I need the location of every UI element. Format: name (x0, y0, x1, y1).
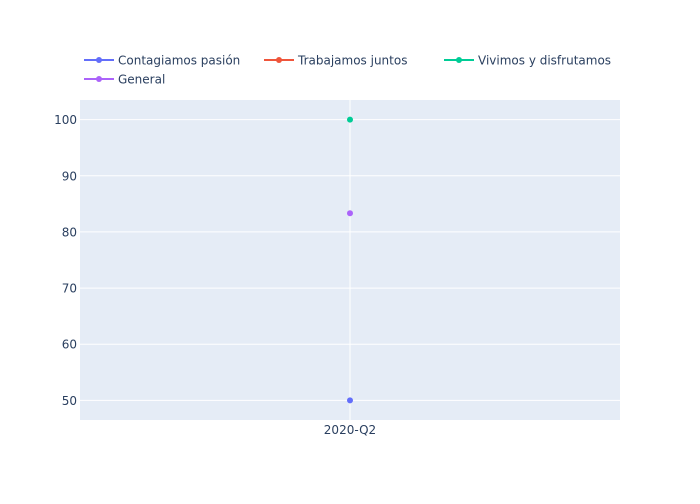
legend-marker-swatch (456, 57, 462, 63)
y-tick-label: 90 (62, 169, 77, 183)
y-tick-labels: 50 60 70 80 90 100 (54, 113, 77, 408)
legend-marker-swatch (96, 57, 102, 63)
legend-label: Trabajamos juntos (297, 54, 407, 68)
legend-marker-swatch (96, 76, 102, 82)
legend-item[interactable]: Contagiamos pasión (84, 54, 240, 68)
y-tick-label: 70 (62, 282, 77, 296)
series-point[interactable] (347, 210, 353, 217)
legend-item[interactable]: Vivimos y disfrutamos (444, 54, 611, 68)
series-layer (347, 116, 353, 404)
y-tick-label: 50 (62, 394, 77, 408)
legend[interactable]: Contagiamos pasión Trabajamos juntos Vivim… (84, 54, 611, 87)
y-tick-label: 100 (54, 113, 77, 127)
x-tick-labels: 2020-Q2 (324, 423, 376, 437)
y-tick-label: 60 (62, 338, 77, 352)
legend-item[interactable]: Trabajamos juntos (264, 54, 407, 68)
y-tick-label: 80 (62, 225, 77, 239)
legend-item[interactable]: General (84, 73, 165, 87)
x-tick-label: 2020-Q2 (324, 423, 376, 437)
series-point[interactable] (347, 116, 353, 123)
series-point[interactable] (347, 397, 353, 404)
legend-label: Contagiamos pasión (118, 54, 240, 68)
legend-label: Vivimos y disfrutamos (478, 54, 611, 68)
legend-label: General (118, 73, 165, 87)
legend-marker-swatch (276, 57, 282, 63)
